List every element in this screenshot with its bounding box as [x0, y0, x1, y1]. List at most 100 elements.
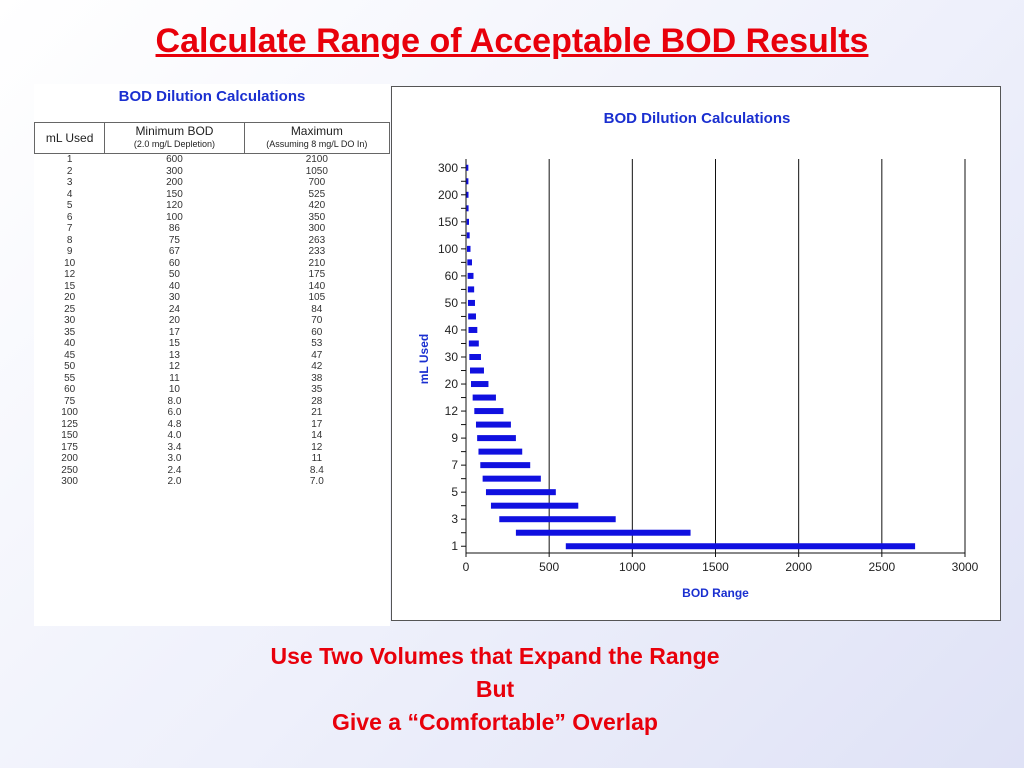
chart-panel: BOD Dilution Calculations 0 500 1000 1500 200…	[391, 86, 1001, 621]
cell-max-bod: 263	[308, 234, 326, 246]
range-bar	[467, 299, 475, 306]
range-bar	[466, 178, 469, 185]
table-row: 12 50 175	[35, 269, 390, 281]
cell-max-bod: 84	[311, 303, 323, 315]
cell-max-bod: 210	[308, 257, 326, 269]
dilution-table-panel: BOD Dilution Calculations mL Used Minimu…	[33, 84, 391, 626]
cell-max-bod: 17	[311, 418, 323, 430]
cell-ml-used: 1	[66, 154, 73, 165]
chart-title: BOD Dilution Calculations	[604, 110, 791, 127]
cell-ml-used: 125	[61, 418, 78, 430]
cell-max-bod: 2100	[305, 154, 328, 165]
range-bar	[466, 218, 469, 225]
footer-line-3: Give a “Comfortable” Overlap	[332, 709, 658, 735]
table-row: 100 6.0 21	[35, 407, 390, 419]
cell-max-bod: 420	[308, 200, 326, 211]
x-tick-label: 3000	[952, 560, 979, 574]
y-tick-label: 30	[445, 350, 459, 364]
cell-ml-used: 7	[66, 223, 73, 234]
cell-max-bod: 70	[311, 315, 323, 326]
table-row: 75 8.0 28	[35, 396, 390, 408]
cell-min-bod: 30	[168, 292, 180, 303]
cell-ml-used: 4	[66, 188, 73, 200]
range-bar	[470, 381, 489, 388]
range-bar	[468, 313, 476, 320]
table-row: 50 12 42	[35, 361, 390, 373]
x-tick-label: 2000	[785, 560, 812, 574]
range-bar	[466, 232, 470, 239]
table-row: 7 86 300	[35, 223, 390, 235]
cell-ml-used: 20	[64, 292, 76, 303]
range-bar	[477, 435, 516, 442]
cell-min-bod: 3.4	[167, 441, 182, 453]
col-header-ml-used: mL Used	[33, 122, 106, 154]
cell-ml-used: 3	[66, 177, 73, 188]
table-row: 30 20 70	[35, 315, 390, 327]
cell-ml-used: 25	[64, 303, 76, 315]
cell-max-bod: 700	[308, 177, 326, 188]
cell-ml-used: 200	[61, 453, 78, 464]
y-tick-label: 300	[438, 161, 458, 175]
y-tick-label: 50	[445, 296, 459, 310]
cell-ml-used: 300	[61, 476, 78, 487]
cell-max-bod: 175	[308, 269, 326, 280]
cell-max-bod: 233	[308, 246, 326, 257]
cell-max-bod: 47	[311, 349, 323, 361]
table-row: 300 2.0 7.0	[35, 476, 390, 488]
col-header-max-bod: Maximum (Assuming 8 mg/L DO In)	[243, 122, 391, 154]
range-bar	[467, 272, 474, 279]
range-bar	[466, 245, 471, 252]
y-tick-label: 40	[445, 323, 459, 337]
cell-min-bod: 12	[168, 361, 180, 372]
cell-ml-used: 250	[61, 464, 78, 476]
cell-ml-used: 5	[66, 200, 73, 211]
cell-min-bod: 67	[168, 246, 180, 257]
cell-ml-used: 30	[64, 315, 76, 326]
table-row: 3 200 700	[35, 177, 390, 189]
y-tick-label: 7	[451, 458, 458, 472]
range-bar	[485, 489, 556, 496]
cell-min-bod: 2.0	[167, 476, 182, 487]
range-bar	[469, 354, 481, 360]
cell-max-bod: 1050	[305, 165, 328, 177]
cell-max-bod: 38	[311, 372, 323, 384]
cell-ml-used: 2	[66, 165, 73, 177]
cell-min-bod: 4.0	[167, 430, 182, 441]
range-bar	[472, 394, 496, 401]
y-tick-label: 150	[438, 215, 458, 229]
y-tick-label: 60	[445, 269, 459, 283]
table-row: 150 4.0 14	[35, 430, 390, 442]
table-row: 250 2.4 8.4	[35, 465, 390, 477]
x-tick-label: 2500	[868, 560, 895, 574]
x-tick-label: 1000	[619, 560, 646, 574]
y-tick-label: 5	[451, 485, 458, 499]
cell-min-bod: 600	[166, 154, 183, 165]
dilution-table: mL Used Minimum BOD (2.0 mg/L Depletion) …	[33, 122, 391, 488]
cell-min-bod: 2.4	[167, 464, 182, 476]
y-tick-label: 3	[451, 512, 458, 526]
cell-ml-used: 12	[64, 269, 76, 280]
table-row: 175 3.4 12	[35, 442, 390, 454]
cell-max-bod: 21	[311, 407, 323, 418]
y-tick-label: 100	[438, 242, 458, 256]
table-row: 5 120 420	[35, 200, 390, 212]
table-row: 55 11 38	[35, 373, 390, 385]
table-row: 60 10 35	[35, 384, 390, 396]
range-bar	[468, 340, 479, 347]
range-bar	[467, 259, 472, 266]
cell-max-bod: 8.4	[309, 464, 324, 476]
cell-min-bod: 200	[166, 177, 183, 188]
table-row: 6 100 350	[35, 212, 390, 224]
range-bar	[490, 502, 579, 509]
footer-text: Use Two Volumes that Expand the Range Bu…	[0, 640, 990, 739]
range-bar	[466, 205, 469, 212]
cell-min-bod: 4.8	[167, 418, 182, 430]
cell-min-bod: 300	[166, 165, 183, 177]
cell-ml-used: 10	[64, 257, 76, 269]
cell-max-bod: 105	[308, 292, 326, 303]
range-bar	[468, 326, 478, 333]
cell-min-bod: 40	[168, 280, 180, 292]
cell-min-bod: 3.0	[167, 453, 182, 464]
y-tick-label: 1	[451, 539, 458, 553]
range-bar	[480, 462, 531, 469]
